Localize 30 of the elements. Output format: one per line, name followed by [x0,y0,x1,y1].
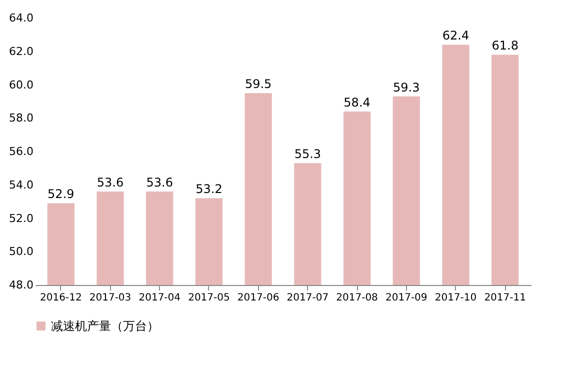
data-label: 53.6 [146,176,173,190]
y-tick-label: 58.0 [9,112,34,125]
x-tick-label: 2017-07 [286,292,329,304]
x-tick-label: 2017-06 [237,292,280,304]
data-label: 61.8 [492,38,518,53]
y-tick-label: 50.0 [9,245,34,258]
x-tick-label: 2017-10 [434,292,477,304]
x-tick-label: 2017-04 [138,292,181,304]
x-tick-label: 2017-03 [89,292,132,304]
y-tick-label: 48.0 [9,278,34,292]
x-tick-label: 2016-12 [40,292,82,304]
y-tick-label: 60.0 [9,78,34,92]
data-label: 53.6 [96,176,124,190]
y-tick-label: 64.0 [9,12,34,24]
data-label: 52.9 [48,187,74,202]
x-tick-label: 2017-08 [336,292,378,304]
data-label: 53.2 [196,182,222,196]
legend-label: 减速机产量（万台） [51,319,159,333]
x-tick-label: 2017-05 [188,292,230,304]
y-tick-label: 54.0 [9,178,34,192]
y-tick-label: 52.0 [9,212,34,225]
x-tick-label: 2017-11 [484,292,526,304]
data-label: 59.5 [244,77,272,92]
y-tick-label: 62.0 [9,44,34,58]
data-label: 58.4 [344,95,370,110]
data-label: 62.4 [442,28,470,43]
y-tick-label: 56.0 [9,145,34,158]
data-label: 59.3 [393,80,420,94]
x-tick-label: 2017-09 [385,292,428,304]
data-label: 55.3 [294,147,322,162]
